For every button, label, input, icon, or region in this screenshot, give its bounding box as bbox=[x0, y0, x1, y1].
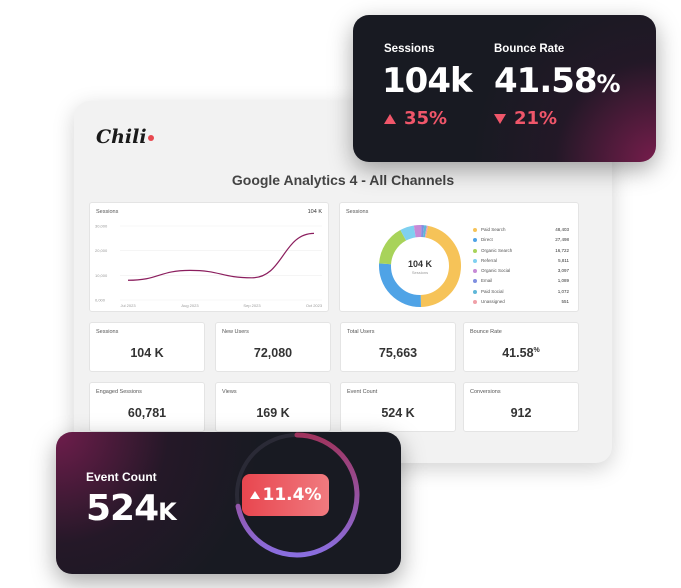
donut-legend: Paid Search 48,403 Direct 27,498 Organic Sea… bbox=[473, 227, 569, 309]
legend-value: 551 bbox=[561, 299, 569, 305]
legend-item[interactable]: Organic Social 3,097 bbox=[473, 268, 569, 278]
legend-label: Referral bbox=[481, 257, 498, 263]
metric-value: 524 K bbox=[381, 406, 415, 420]
legend-label: Email bbox=[481, 278, 493, 284]
legend-value: 1,072 bbox=[557, 288, 569, 294]
metric-value: 104 K bbox=[130, 346, 164, 360]
donut-slice[interactable] bbox=[420, 225, 461, 307]
progress-arc bbox=[235, 432, 360, 558]
legend-label: Organic Search bbox=[481, 247, 513, 253]
legend-label: Organic Social bbox=[481, 268, 511, 274]
legend-swatch bbox=[473, 269, 477, 274]
metric-label: Event Count bbox=[347, 389, 378, 395]
y-tick-label: 30,000 bbox=[95, 224, 108, 229]
arrow-down-icon bbox=[494, 114, 506, 124]
metric-label: Conversions bbox=[470, 389, 501, 395]
metric-card[interactable]: New Users 72,080 bbox=[215, 322, 331, 372]
metric-label: Engaged Sessions bbox=[96, 389, 142, 395]
sessions-highlight-value: 104k bbox=[382, 61, 473, 101]
metric-card[interactable]: Total Users 75,663 bbox=[340, 322, 456, 372]
legend-swatch bbox=[473, 228, 477, 232]
legend-value: 3,097 bbox=[557, 268, 569, 274]
legend-value: 27,498 bbox=[555, 237, 569, 243]
metric-card[interactable]: Conversions 912 bbox=[463, 382, 579, 432]
arrow-up-icon bbox=[384, 114, 396, 124]
donut-center-value: 104 K bbox=[408, 259, 433, 269]
metric-value: 169 K bbox=[256, 406, 290, 420]
metric-value: 41.58% bbox=[502, 346, 540, 360]
metric-card[interactable]: Engaged Sessions 60,781 bbox=[89, 382, 205, 432]
legend-value: 48,403 bbox=[555, 227, 569, 232]
event-count-value: 524K bbox=[86, 488, 177, 529]
bounce-highlight-value: 41.58% bbox=[494, 61, 621, 101]
metric-label: Views bbox=[222, 389, 237, 395]
metric-label: Sessions bbox=[96, 329, 119, 335]
legend-value: 16,722 bbox=[555, 247, 569, 253]
legend-swatch bbox=[473, 238, 477, 243]
metric-value: 75,663 bbox=[378, 346, 418, 360]
legend-item[interactable]: Unassigned 551 bbox=[473, 299, 569, 309]
x-tick-label: Oct 2023 bbox=[306, 303, 323, 308]
event-count-highlight-card: Event Count 524K bbox=[56, 432, 401, 574]
event-count-progress-ring bbox=[235, 432, 360, 558]
sessions-line-series bbox=[127, 232, 315, 281]
legend-label: Paid Social bbox=[481, 288, 504, 294]
metric-value: 60,781 bbox=[127, 406, 167, 420]
legend-item[interactable]: Email 1,089 bbox=[473, 278, 569, 288]
legend-item[interactable]: Direct 27,498 bbox=[473, 237, 569, 247]
donut-center-caption: Sessions bbox=[412, 270, 428, 275]
donut-slice[interactable] bbox=[379, 230, 407, 265]
donut-slice[interactable] bbox=[379, 263, 422, 307]
legend-item[interactable]: Referral 5,811 bbox=[473, 258, 569, 268]
bounce-change: 21% bbox=[494, 108, 557, 129]
metric-label: Total Users bbox=[347, 329, 375, 335]
metric-card[interactable]: Sessions 104 K bbox=[89, 322, 205, 372]
legend-label: Unassigned bbox=[481, 299, 505, 305]
x-tick-label: Sep 2023 bbox=[243, 303, 261, 308]
event-count-change-badge: 11.4% bbox=[242, 474, 329, 516]
legend-item[interactable]: Paid Social 1,072 bbox=[473, 289, 569, 299]
x-tick-label: Aug 2023 bbox=[181, 303, 199, 308]
x-tick-label: Jul 2023 bbox=[120, 303, 136, 308]
y-tick-label: 20,000 bbox=[95, 248, 108, 253]
bounce-highlight-label: Bounce Rate bbox=[494, 43, 565, 55]
legend-swatch bbox=[473, 300, 477, 305]
chili-logo[interactable]: Chili bbox=[96, 126, 154, 148]
legend-label: Paid Search bbox=[481, 227, 506, 232]
y-tick-label: 10,000 bbox=[95, 273, 108, 278]
legend-swatch bbox=[473, 258, 477, 263]
donut-slice[interactable] bbox=[400, 225, 416, 241]
metric-card[interactable]: Event Count 524 K bbox=[340, 382, 456, 432]
event-count-label: Event Count bbox=[86, 470, 157, 484]
sessions-chart-label: Sessions bbox=[96, 209, 119, 215]
y-tick-label: 0,000 bbox=[95, 298, 106, 303]
sessions-donut-card[interactable]: Sessions 104 K Sessions Paid Search 48,403… bbox=[339, 202, 579, 312]
sessions-line-chart-card[interactable]: Sessions 104 K 30,000 20,000 10,000 0,000 Ju… bbox=[89, 202, 329, 312]
donut-card-label: Sessions bbox=[346, 209, 369, 215]
arrow-up-icon bbox=[249, 491, 260, 499]
metric-card[interactable]: Views 169 K bbox=[215, 382, 331, 432]
sessions-highlight-label: Sessions bbox=[384, 43, 435, 55]
legend-swatch bbox=[473, 248, 477, 253]
sessions-change: 35% bbox=[384, 108, 447, 129]
metric-unit: % bbox=[533, 346, 540, 354]
metric-value: 72,080 bbox=[253, 346, 293, 360]
legend-swatch bbox=[473, 279, 477, 284]
legend-value: 5,811 bbox=[558, 257, 569, 263]
metric-card[interactable]: Bounce Rate 41.58% bbox=[463, 322, 579, 372]
metric-value: 912 bbox=[510, 406, 532, 420]
legend-label: Direct bbox=[481, 237, 493, 243]
legend-item[interactable]: Organic Search 16,722 bbox=[473, 248, 569, 258]
sessions-line-chart: 30,000 20,000 10,000 0,000 Jul 2023 Aug 2023 S… bbox=[95, 224, 323, 309]
dashboard-title: Google Analytics 4 - All Channels bbox=[231, 172, 455, 188]
legend-swatch bbox=[473, 289, 477, 294]
legend-value: 1,089 bbox=[557, 278, 569, 284]
sessions-bounce-highlight-card: Sessions 104k 35% Bounce Rate 41.58% 21% bbox=[353, 15, 656, 162]
legend-item[interactable]: Paid Search 48,403 bbox=[473, 227, 569, 237]
sessions-chart-total: 104 K bbox=[307, 209, 322, 215]
metric-label: New Users bbox=[222, 329, 249, 335]
metric-label: Bounce Rate bbox=[470, 329, 502, 335]
